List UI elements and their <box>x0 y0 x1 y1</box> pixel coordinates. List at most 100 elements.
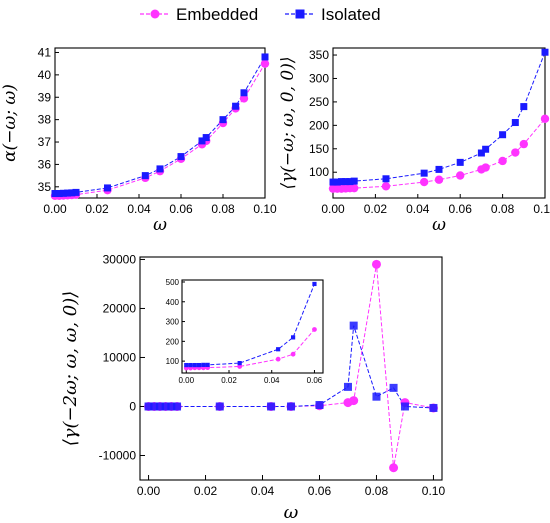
data-point-isolated <box>240 89 248 97</box>
legend-marker-isolated <box>295 9 305 19</box>
y-tick-label: 300 <box>166 318 180 327</box>
series-line-embedded <box>333 118 546 190</box>
data-point-isolated <box>499 131 507 139</box>
data-point-isolated <box>188 362 193 368</box>
y-axis-label: ⟨γ(−ω; ω, 0, 0)⟩ <box>278 56 298 189</box>
x-tick-label: 0.04 <box>264 376 280 385</box>
data-point-isolated <box>349 321 358 330</box>
y-tick-label: 300 <box>309 71 329 85</box>
chart-top-left: 0.00 0.02 0.04 0.06 0.08 0.10 35 36 37 38 39 40 41 ω α… <box>0 45 277 235</box>
data-point-isolated <box>161 402 170 411</box>
data-point-isolated <box>541 48 549 56</box>
x-tick-label: 0.02 <box>221 376 237 385</box>
data-point-embedded <box>349 396 359 406</box>
data-point-isolated <box>456 158 464 166</box>
data-point-isolated <box>72 188 80 196</box>
y-axis-label: α(−ω; ω) <box>0 84 20 162</box>
data-point-isolated <box>144 402 153 411</box>
x-tick-label: 0.00 <box>178 376 194 385</box>
x-tick-label: 0.08 <box>365 484 389 498</box>
data-point-embedded <box>481 163 490 172</box>
legend-item-isolated: Isolated <box>285 5 381 24</box>
data-point-isolated <box>104 184 111 192</box>
x-tick-label: 0.04 <box>127 202 151 216</box>
plot-area <box>54 47 266 199</box>
data-point-isolated <box>333 178 341 186</box>
data-point-isolated <box>389 383 398 392</box>
x-tick-label: 0.02 <box>85 202 109 216</box>
y-tick-label: 150 <box>309 142 329 156</box>
data-point-isolated <box>267 402 276 411</box>
data-point-embedded <box>511 148 520 157</box>
y-axis-label: ⟨γ(−2ω; ω, ω, 0)⟩ <box>60 291 81 447</box>
x-tick-label: 0.06 <box>307 376 323 385</box>
x-tick-label: 0.04 <box>406 202 430 216</box>
y-tick-label: 250 <box>309 95 329 109</box>
data-point-isolated <box>184 362 189 368</box>
data-point-isolated <box>276 347 281 352</box>
data-point-embedded <box>275 356 281 362</box>
y-tick-label: 40 <box>38 68 52 82</box>
y-tick-label: 20000 <box>103 301 137 315</box>
data-point-isolated <box>477 149 485 157</box>
data-point-embedded <box>434 175 444 184</box>
x-tick-label: 0.06 <box>308 484 332 498</box>
data-point-embedded <box>312 327 317 332</box>
series-group <box>328 48 550 193</box>
data-point-isolated <box>215 402 224 411</box>
data-point-isolated <box>201 362 206 367</box>
data-point-isolated <box>350 177 358 185</box>
data-point-isolated <box>482 145 490 153</box>
data-point-embedded <box>456 171 465 180</box>
data-point-isolated <box>202 134 210 142</box>
series-line-isolated <box>186 283 315 366</box>
data-point-embedded <box>389 463 399 473</box>
data-point-isolated <box>435 165 443 173</box>
data-point-isolated <box>55 190 63 198</box>
data-point-isolated <box>232 102 240 110</box>
x-tick-label: 0.10 <box>422 484 446 498</box>
y-tick-label: 41 <box>38 45 52 59</box>
x-axis-label: ω <box>284 502 299 523</box>
legend-label-embedded: Embedded <box>176 5 258 24</box>
y-tick-label: 35 <box>38 180 52 194</box>
x-tick-label: 0.10 <box>253 202 277 216</box>
y-tick-label: 38 <box>38 113 52 127</box>
plot-area <box>332 47 546 199</box>
x-axis-label: ω <box>153 215 167 235</box>
x-tick-label: 0.00 <box>137 484 161 498</box>
y-tick-label: 0 <box>129 399 136 413</box>
data-point-isolated <box>167 402 176 411</box>
chart-top-right: 0.00 0.02 0.04 0.06 0.08 0.10 100 150 200 250 300 3… <box>278 47 550 235</box>
x-tick-label: 0.04 <box>251 484 275 498</box>
data-point-isolated <box>68 189 76 197</box>
y-tick-label: -10000 <box>99 448 137 462</box>
plot-area <box>181 279 324 374</box>
data-point-embedded <box>371 259 381 269</box>
data-point-isolated <box>343 382 352 391</box>
y-tick-label: 10000 <box>103 350 137 364</box>
y-tick-label: 400 <box>166 298 180 307</box>
data-point-isolated <box>177 153 185 161</box>
y-tick-label: 200 <box>309 118 329 132</box>
series-line-embedded <box>55 63 266 197</box>
y-tick-label: 350 <box>309 48 329 62</box>
data-point-isolated <box>141 172 149 180</box>
y-tick-label: 100 <box>309 165 329 179</box>
legend-item-embedded: Embedded <box>140 5 258 24</box>
x-tick-label: 0.06 <box>449 202 473 216</box>
data-point-isolated <box>520 103 528 111</box>
series-line-isolated <box>333 52 546 183</box>
x-tick-label: 0.02 <box>364 202 388 216</box>
data-point-isolated <box>156 165 164 173</box>
data-point-isolated <box>219 116 227 124</box>
y-tick-label: 200 <box>166 337 180 346</box>
legend: Embedded Isolated <box>140 5 381 24</box>
data-point-isolated <box>511 119 519 127</box>
legend-label-isolated: Isolated <box>321 5 381 24</box>
data-point-isolated <box>192 362 197 368</box>
data-point-isolated <box>420 169 428 177</box>
data-point-embedded <box>260 59 270 68</box>
x-tick-label: 0.00 <box>43 202 67 216</box>
